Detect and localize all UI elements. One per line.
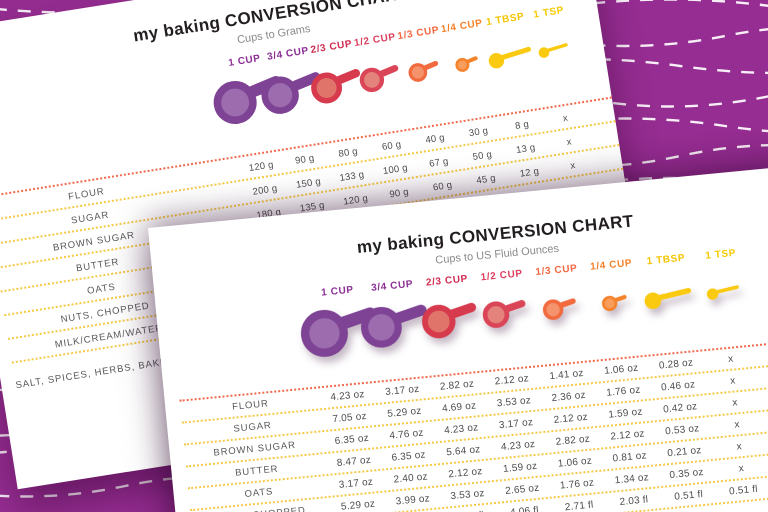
column-icon-dock <box>293 298 390 359</box>
measure-header-row: 1 CUP 3/4 CUP 2/3 CUP 1/2 CUP 1/3 CUP 1/… <box>0 0 607 166</box>
column-header-2-3-cup: 2/3 CUP <box>309 38 363 112</box>
column-icon-dock <box>253 59 334 122</box>
column-icon-dock <box>641 268 699 325</box>
measuring-cup-icon <box>455 55 478 72</box>
column-icon-dock <box>303 53 371 114</box>
measuring-cup-icon <box>310 68 360 103</box>
column-icon-dock <box>597 274 632 329</box>
column-header-1-tsp: 1 TSP <box>526 4 580 78</box>
measuring-spoon-icon <box>538 42 568 58</box>
conversion-value-cell: 2.71 fl <box>564 499 594 512</box>
wave-dashed-line <box>0 474 768 498</box>
measuring-cup-icon <box>360 304 427 348</box>
column-header-1-4-cup: 1/4 CUP <box>439 18 493 92</box>
measuring-cup-icon <box>359 64 399 92</box>
column-header-2-3-cup: 2/3 CUP <box>419 273 480 346</box>
column-icon-dock <box>534 21 575 78</box>
measuring-cup-icon <box>300 307 376 357</box>
measuring-spoon-icon <box>707 285 740 300</box>
column-header-1-2-cup: 1/2 CUP <box>474 268 535 341</box>
column-icon-dock <box>450 35 485 91</box>
measuring-cup-icon <box>408 60 438 82</box>
measure-header-row: 1 CUP 3/4 CUP 2/3 CUP 1/2 CUP 1/3 CUP 1/… <box>170 237 768 370</box>
measuring-cup-icon <box>542 297 576 320</box>
column-icon-dock <box>415 288 486 346</box>
conversion-value-cell: 4.06 fl <box>509 504 540 512</box>
column-icon-dock <box>538 279 583 335</box>
measuring-spoon-icon <box>644 288 692 310</box>
column-icon-dock <box>483 26 539 85</box>
column-icon-dock <box>402 41 446 98</box>
column-header-1-3-cup: 1/3 CUP <box>529 262 590 335</box>
column-header-1-cup: 1 CUP <box>300 284 376 357</box>
column-icon-dock <box>353 293 438 352</box>
column-header-3-4-cup: 3/4 CUP <box>261 45 321 119</box>
row-label-column-spacer <box>177 356 316 369</box>
grams-conversion-card: my baking CONVERSION CHART Cups to Grams… <box>0 0 658 490</box>
measuring-spoon-icon <box>488 47 531 69</box>
measuring-cup-icon <box>261 72 321 115</box>
column-header-3-4-cup: 3/4 CUP <box>360 278 427 351</box>
column-header-1-tbsp: 1 TBSP <box>483 11 537 85</box>
column-header-1-2-cup: 1/2 CUP <box>352 32 406 106</box>
column-icon-dock <box>353 47 408 106</box>
conversion-value-cell: 2.03 fl <box>619 494 649 509</box>
measuring-cup-icon <box>601 294 627 311</box>
measuring-cup-icon <box>421 302 476 339</box>
column-header-1-tsp: 1 TSP <box>693 247 754 320</box>
conversion-value-cell: 5.29 oz <box>340 498 376 512</box>
measuring-cup-icon <box>482 300 525 329</box>
column-header-1-tbsp: 1 TBSP <box>638 252 699 325</box>
column-icon-dock <box>477 284 534 341</box>
column-header-1-4-cup: 1/4 CUP <box>583 257 644 330</box>
column-header-1-3-cup: 1/3 CUP <box>396 25 450 99</box>
column-icon-dock <box>704 263 745 318</box>
fluid-ounces-conversion-card: my baking CONVERSION CHART Cups to US Fl… <box>148 160 768 512</box>
row-label-column-spacer <box>0 126 233 166</box>
